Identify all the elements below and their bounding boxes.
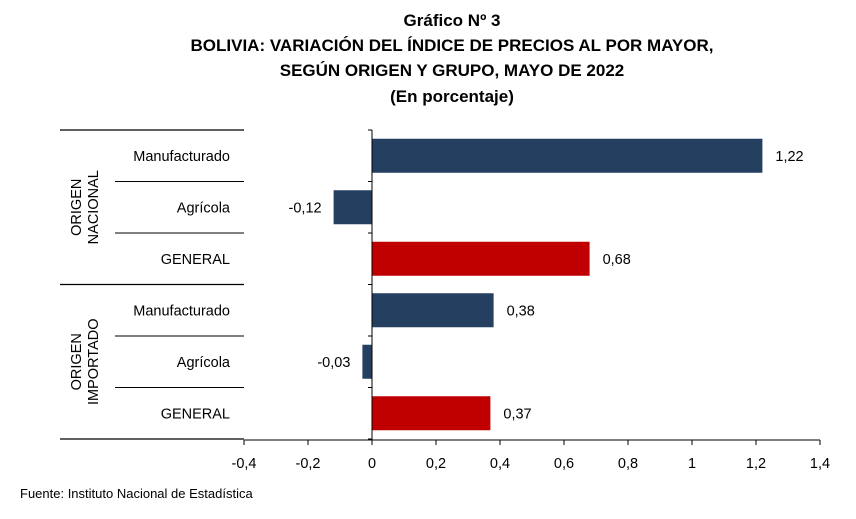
x-tick-label: 0,8 [618, 456, 638, 472]
source-note: Fuente: Instituto Nacional de Estadístic… [20, 486, 253, 501]
category-label: GENERAL [161, 252, 230, 268]
group-labels: ORIGENNACIONAL ORIGENIMPORTADO [69, 170, 102, 405]
data-label: 0,37 [503, 406, 531, 422]
category-label: Agrícola [177, 355, 231, 371]
data-label: 0,38 [507, 303, 535, 319]
category-label: Manufacturado [133, 149, 230, 165]
bar [372, 138, 763, 173]
data-label: -0,03 [317, 355, 350, 371]
category-labels: Manufacturado Agrícola GENERAL Manufacturad… [133, 149, 231, 423]
bar [333, 190, 372, 225]
chart-title-line: SEGÚN ORIGEN Y GRUPO, MAYO DE 2022 [280, 61, 625, 80]
x-tick-label: 0,2 [426, 456, 446, 472]
data-label: 0,68 [603, 252, 631, 268]
chart-title-line: (En porcentaje) [390, 87, 514, 106]
chart-title-line: Gráfico Nº 3 [404, 11, 501, 30]
bar [362, 344, 372, 379]
data-label: 1,22 [775, 149, 803, 165]
group-label: ORIGENIMPORTADO [69, 319, 102, 405]
bar [372, 241, 590, 276]
chart-title: Gráfico Nº 3 BOLIVIA: VARIACIÓN DEL ÍNDIC… [191, 11, 714, 106]
x-tick-label: 1,4 [810, 456, 830, 472]
x-tick-label: 1,2 [746, 456, 766, 472]
x-tick-label: 0,6 [554, 456, 574, 472]
x-tick-label: -0,2 [296, 456, 321, 472]
category-label: Manufacturado [133, 303, 230, 319]
x-tick-label: 0 [368, 456, 376, 472]
bar [372, 396, 491, 431]
group-label: ORIGENNACIONAL [69, 170, 102, 244]
category-label: Agrícola [177, 200, 231, 216]
x-tick-label: 1 [688, 456, 696, 472]
value-labels: 1,22 -0,12 0,68 0,38 -0,03 0,37 [289, 149, 804, 423]
bar [372, 293, 494, 328]
x-tick-label: -0,4 [232, 456, 257, 472]
bars [333, 138, 763, 431]
row-separators [60, 129, 244, 440]
x-tick-label: 0,4 [490, 456, 510, 472]
chart-title-line: BOLIVIA: VARIACIÓN DEL ÍNDICE DE PRECIOS… [191, 36, 714, 55]
data-label: -0,12 [289, 200, 322, 216]
category-label: GENERAL [161, 406, 230, 422]
axes: -0,4 -0,2 0 0,2 0,4 0,6 0,8 1 1,2 1,4 [232, 129, 830, 472]
